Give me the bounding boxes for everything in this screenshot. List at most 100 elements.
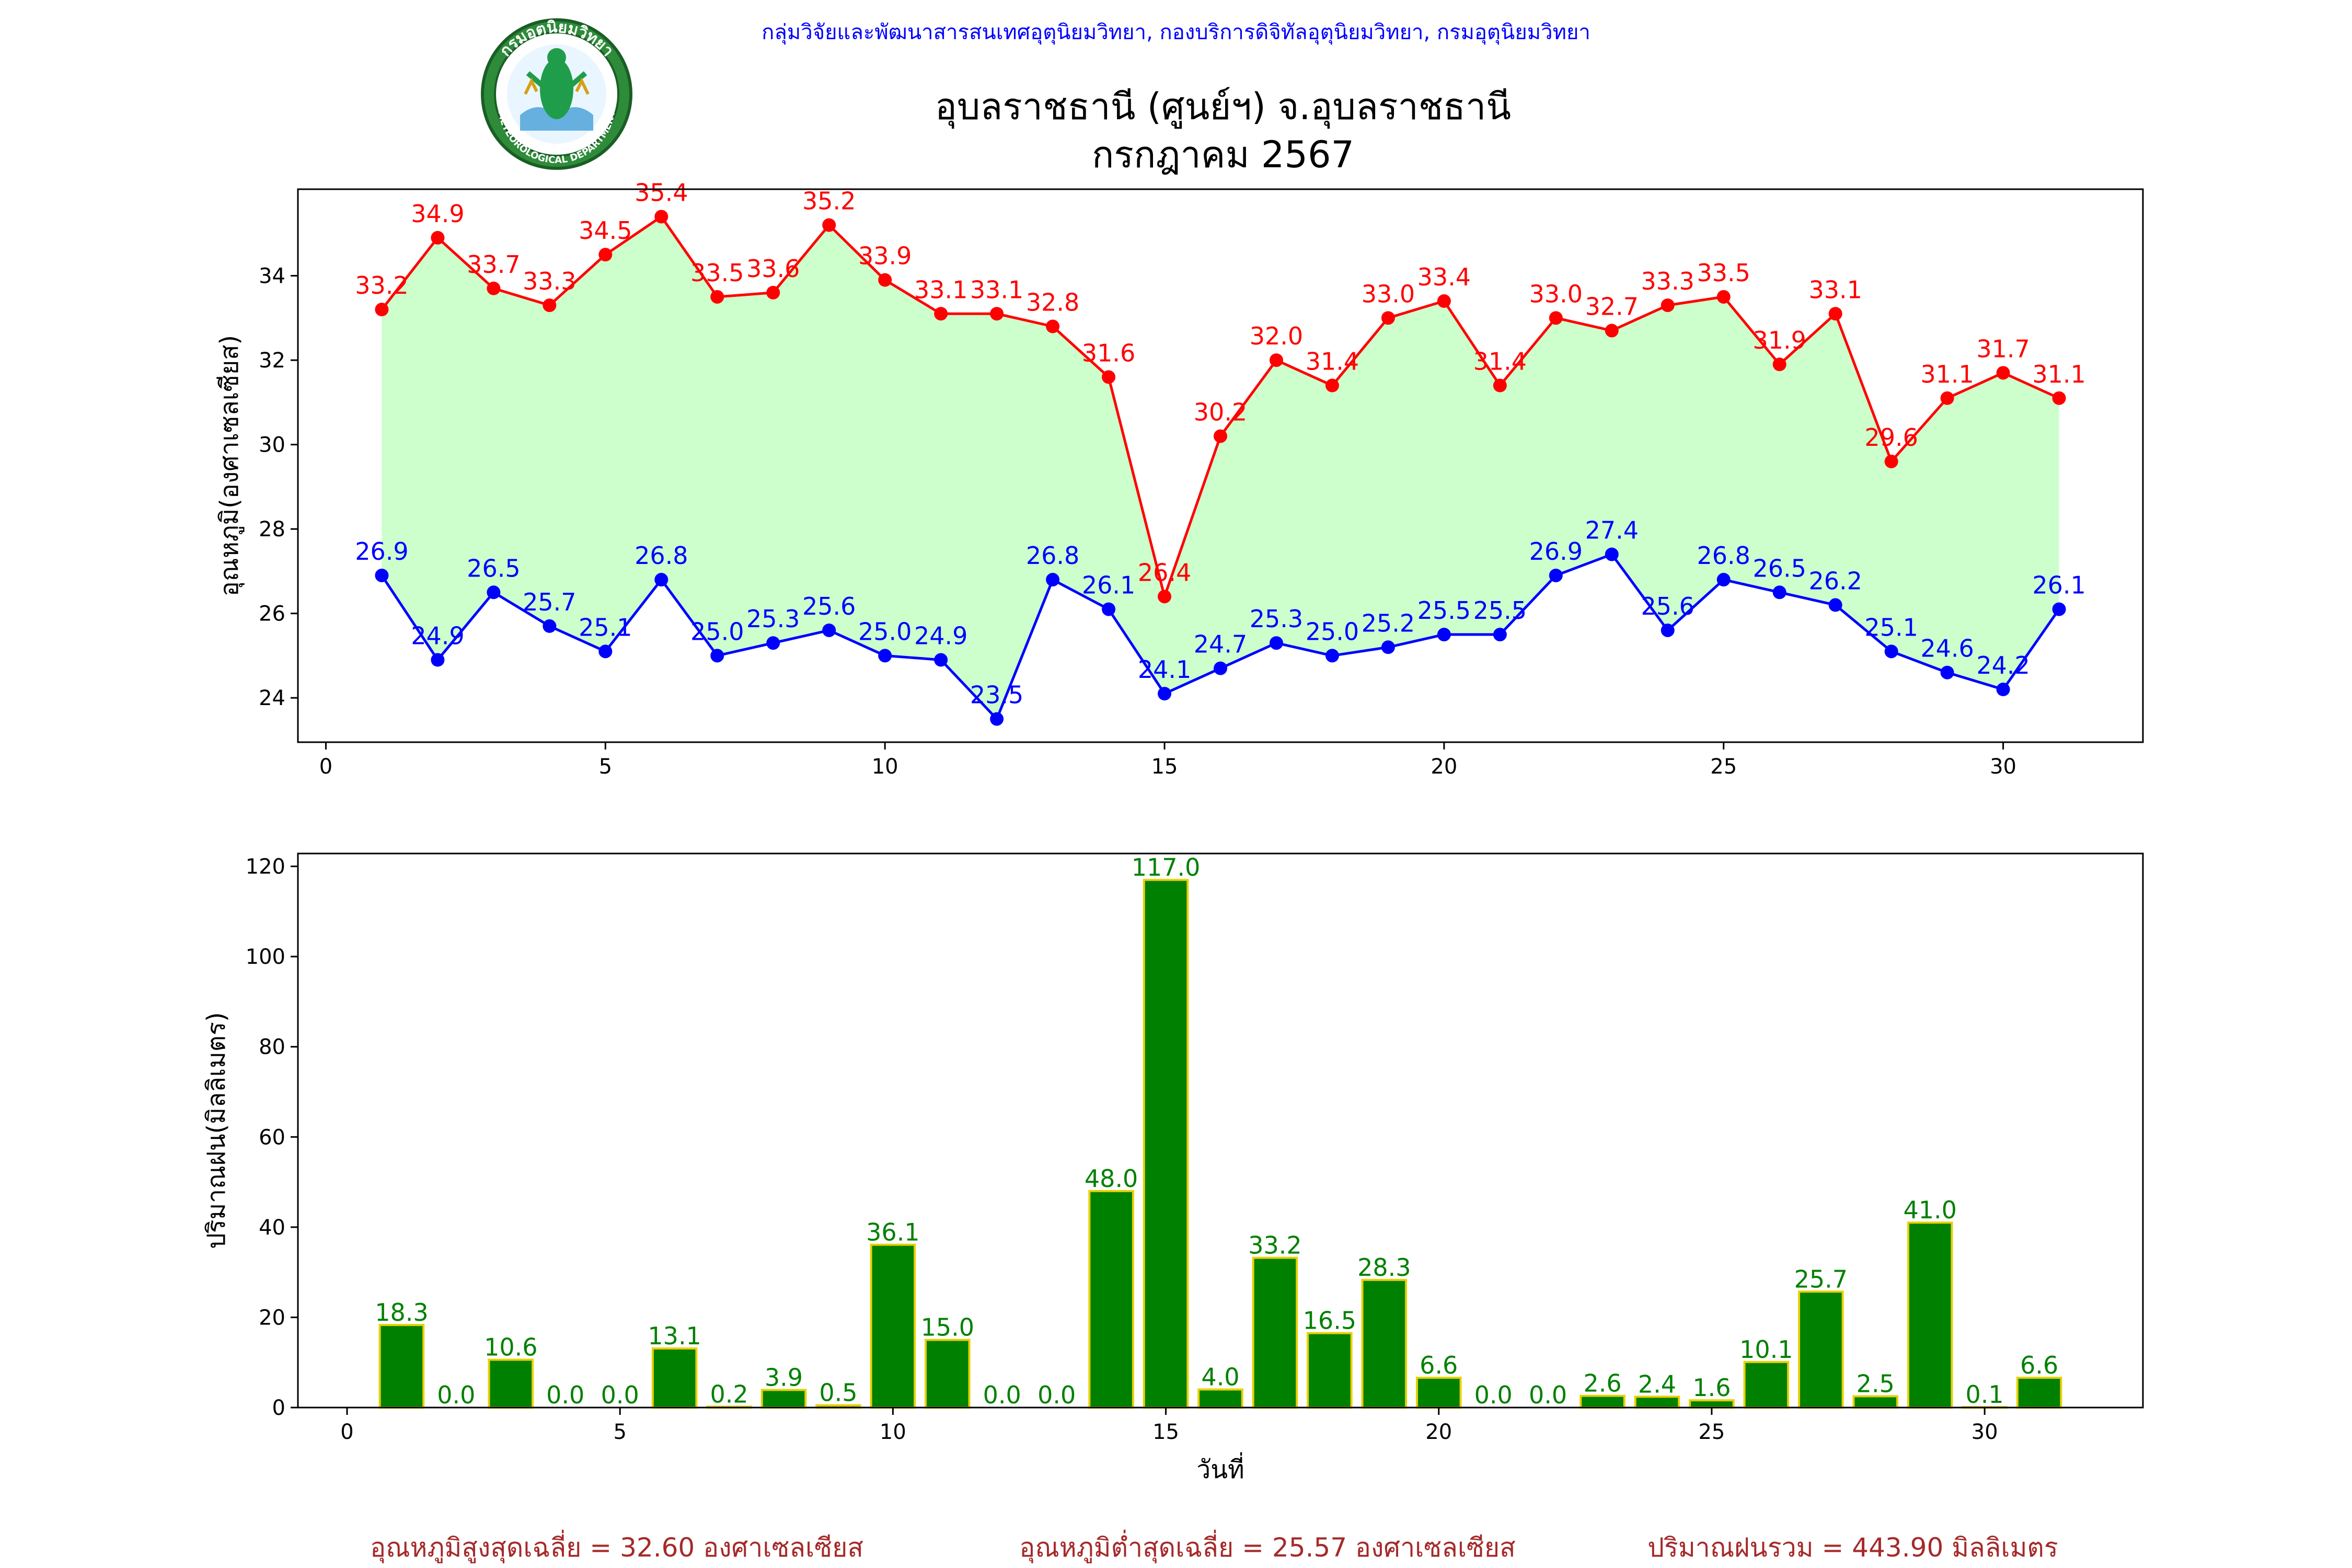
rainfall-data-label: 10.6 <box>484 1333 537 1362</box>
tmin-point <box>1158 687 1172 701</box>
tmax-point <box>487 281 501 295</box>
rainfall-data-label: 15.0 <box>921 1313 974 1342</box>
tmin-data-label: 25.0 <box>1306 617 1359 645</box>
tmin-point <box>1269 636 1283 650</box>
tmax-point <box>1940 391 1954 405</box>
footer-rain-total: ปริมาณฝนรวม = 443.90 มิลลิเมตร <box>1647 1532 2058 1563</box>
tmax-point <box>1772 358 1786 372</box>
tmin-point <box>710 649 724 663</box>
tmax-point <box>1996 366 2010 380</box>
rainfall-y-tick-label: 0 <box>272 1396 285 1420</box>
rainfall-data-label: 0.0 <box>983 1381 1021 1409</box>
tmax-point <box>1493 378 1507 393</box>
rainfall-x-tick-label: 25 <box>1698 1420 1725 1444</box>
tmin-point <box>822 623 836 637</box>
tmin-point <box>1437 628 1451 642</box>
rainfall-data-label: 0.1 <box>1966 1380 2004 1409</box>
rainfall-data-label: 48.0 <box>1085 1165 1138 1193</box>
tmax-point <box>1158 590 1172 604</box>
tmin-point <box>431 653 445 667</box>
tmax-point <box>710 290 724 304</box>
tmin-data-label: 25.3 <box>1250 605 1303 633</box>
tmin-data-label: 24.9 <box>411 622 464 650</box>
temperature-x-tick-label: 15 <box>1151 755 1178 779</box>
rainfall-y-tick-label: 40 <box>259 1216 285 1240</box>
tmax-data-label: 33.1 <box>970 275 1023 304</box>
rainfall-data-label: 16.5 <box>1303 1307 1356 1335</box>
temperature-y-tick-label: 26 <box>259 602 285 626</box>
rainfall-bar <box>1634 1396 1680 1409</box>
tmax-point <box>2052 391 2066 405</box>
rainfall-bar <box>1307 1332 1353 1409</box>
tmin-point <box>1493 628 1507 642</box>
rainfall-bar <box>1088 1190 1134 1409</box>
temperature-x-tick-label: 5 <box>599 755 612 779</box>
rainfall-bar <box>1197 1388 1243 1409</box>
tmin-data-label: 26.8 <box>1697 541 1750 570</box>
tmax-data-label: 34.9 <box>411 200 464 228</box>
rainfall-bar <box>1143 879 1189 1409</box>
tmin-point <box>1381 640 1395 654</box>
rainfall-y-tick-label: 120 <box>246 855 285 879</box>
tmin-point <box>1102 602 1116 616</box>
rainfall-bar <box>925 1339 971 1409</box>
rainfall-bar <box>2016 1377 2062 1409</box>
tmax-point <box>934 307 948 321</box>
rainfall-data-label: 4.0 <box>1201 1363 1239 1391</box>
rainfall-data-label: 0.0 <box>601 1381 639 1409</box>
tmax-data-label: 33.6 <box>746 255 800 283</box>
tmin-point <box>654 573 668 587</box>
rainfall-x-tick-label: 5 <box>613 1420 626 1444</box>
tmax-data-label: 31.1 <box>1920 360 1974 388</box>
temperature-x-tick-label: 30 <box>1990 755 2016 779</box>
rainfall-y-tick-label: 20 <box>259 1306 285 1330</box>
rainfall-data-label: 33.2 <box>1248 1231 1301 1260</box>
tmax-data-label: 33.1 <box>1808 275 1862 304</box>
tmax-data-label: 31.4 <box>1306 348 1359 376</box>
tmin-point <box>878 649 892 663</box>
tmin-data-label: 26.1 <box>1082 571 1135 599</box>
rainfall-bar <box>488 1358 534 1409</box>
temperature-y-tick-label: 24 <box>259 686 285 710</box>
tmax-point <box>598 248 613 262</box>
rainfall-data-label: 6.6 <box>2020 1351 2058 1379</box>
tmax-point <box>375 303 389 317</box>
rainfall-bar <box>760 1389 807 1409</box>
temperature-x-tick-label: 20 <box>1431 755 1457 779</box>
tmax-point <box>431 230 445 245</box>
rainfall-data-label: 0.0 <box>1529 1381 1567 1409</box>
tmax-point <box>1661 298 1675 313</box>
tmax-point <box>1605 324 1619 338</box>
footer-tmax-average: อุณหภูมิสูงสุดเฉลี่ย = 32.60 องศาเซลเซีย… <box>370 1530 863 1563</box>
rainfall-y-axis-label: ปริมาณฝน(มิลลิเมตร) <box>202 1012 231 1249</box>
tmin-data-label: 25.0 <box>690 617 744 645</box>
tmin-point <box>766 636 780 650</box>
tmax-data-label: 35.2 <box>802 187 856 215</box>
tmin-data-label: 27.4 <box>1585 516 1639 545</box>
rainfall-bar <box>1852 1395 1899 1409</box>
tmin-data-label: 25.6 <box>802 592 856 620</box>
tmin-point <box>2052 602 2066 616</box>
tmax-point <box>822 218 836 232</box>
tmin-data-label: 24.6 <box>1920 635 1974 663</box>
tmin-point <box>1828 598 1842 612</box>
tmin-data-label: 25.0 <box>858 617 912 645</box>
rainfall-bar <box>1361 1278 1408 1409</box>
tmin-data-label: 25.1 <box>579 613 632 641</box>
rainfall-y-tick-label: 80 <box>259 1035 285 1059</box>
temperature-range-fill <box>382 216 2059 719</box>
tmin-data-label: 26.9 <box>1529 537 1583 566</box>
rainfall-x-tick-label: 15 <box>1152 1420 1179 1444</box>
tmax-point <box>543 298 557 313</box>
tmax-point <box>1325 378 1339 393</box>
rainfall-bar <box>378 1324 425 1409</box>
tmin-data-label: 25.3 <box>746 605 800 633</box>
tmax-data-label: 32.8 <box>1026 288 1079 316</box>
rainfall-data-label: 0.0 <box>546 1381 584 1409</box>
tmin-point <box>934 653 948 667</box>
tmin-point <box>1716 573 1731 587</box>
tmax-point <box>1549 311 1563 325</box>
tmin-data-label: 25.5 <box>1417 596 1471 625</box>
rainfall-bar <box>870 1243 916 1409</box>
rainfall-x-tick-label: 20 <box>1425 1420 1452 1444</box>
